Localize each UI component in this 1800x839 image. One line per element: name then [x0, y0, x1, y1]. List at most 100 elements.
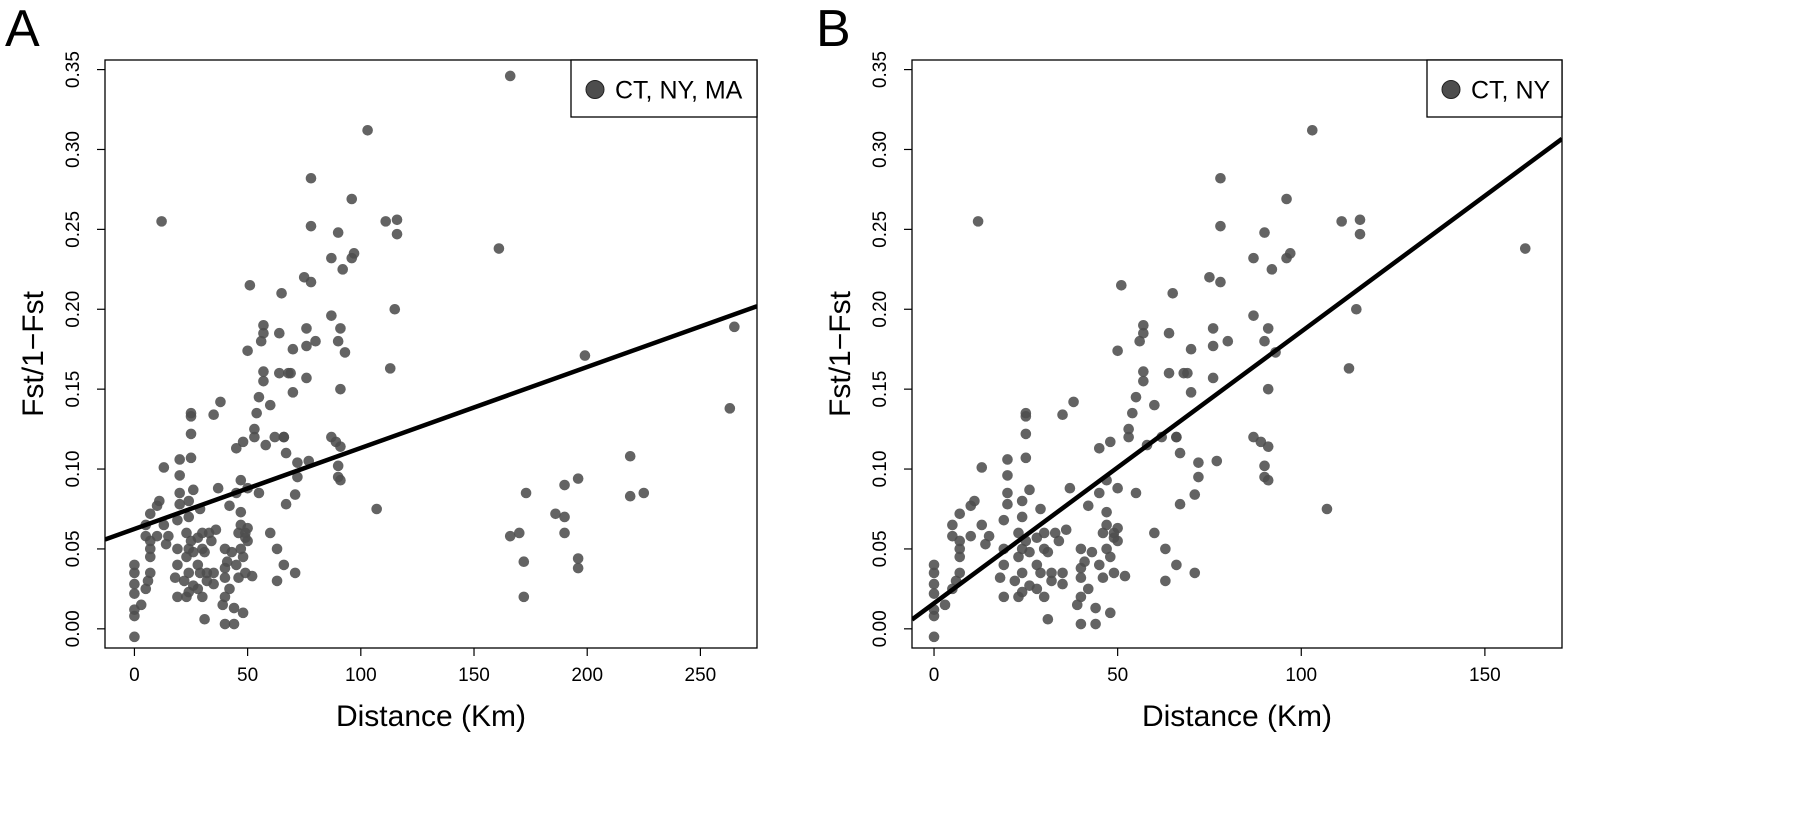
x-tick-label: 200 [571, 665, 603, 686]
chart-panel-b: B 0 50 100 150 0.00 0.05 0.10 0.15 0.20 0.25 0.30 0.… [816, 0, 1563, 733]
data-point [301, 340, 312, 352]
data-point [493, 243, 505, 254]
data-point [271, 575, 283, 587]
data-point [1127, 407, 1138, 419]
data-point [559, 527, 570, 539]
data-point [391, 214, 403, 226]
data-point [572, 553, 584, 564]
data-point [144, 508, 156, 520]
data-point [231, 559, 242, 571]
data-point [253, 487, 265, 499]
data-point [1354, 228, 1366, 240]
data-point [1035, 567, 1046, 579]
data-point [954, 567, 966, 579]
data-point [954, 508, 966, 520]
data-point [187, 484, 199, 496]
data-point [1097, 572, 1109, 583]
data-point [1123, 423, 1134, 435]
data-point [1112, 522, 1123, 534]
y-tick-label: 0.05 [63, 530, 84, 567]
data-point [1024, 484, 1035, 496]
data-point [954, 535, 966, 547]
data-point [242, 345, 253, 357]
data-point [1167, 287, 1179, 299]
data-point [144, 551, 156, 563]
data-point [976, 462, 988, 473]
data-point [217, 599, 229, 611]
data-point [1064, 482, 1076, 494]
data-point [1248, 310, 1259, 321]
data-point [199, 546, 210, 558]
data-point [339, 347, 351, 358]
data-point [969, 495, 980, 507]
data-point [1138, 366, 1149, 377]
data-point [129, 567, 140, 579]
data-point [226, 546, 238, 558]
data-point [1016, 495, 1028, 507]
data-point [208, 578, 219, 590]
data-point [174, 470, 186, 481]
data-point [1090, 602, 1101, 614]
data-point [1035, 503, 1046, 515]
data-point [305, 172, 317, 184]
plot-area [105, 70, 757, 643]
data-point [192, 583, 204, 595]
data-point [1020, 407, 1032, 419]
data-point [371, 503, 382, 515]
data-point [504, 530, 516, 542]
data-point [255, 335, 267, 347]
data-point [210, 524, 222, 536]
data-point [1024, 546, 1035, 558]
data-point [221, 556, 233, 568]
y-tick-label: 0.15 [870, 371, 891, 408]
data-point [518, 556, 530, 568]
data-point [1204, 272, 1215, 283]
data-point [332, 227, 344, 238]
data-point [1020, 428, 1032, 440]
data-point [1082, 500, 1094, 512]
data-point [289, 489, 301, 500]
data-point [1009, 575, 1021, 587]
data-point [518, 591, 530, 603]
data-point [998, 514, 1010, 526]
data-point [332, 335, 344, 347]
data-point [1086, 546, 1098, 558]
y-tick-label: 0.25 [63, 211, 84, 248]
data-point [928, 631, 940, 643]
data-point [1053, 535, 1065, 547]
legend: CT, NY, MA [570, 59, 758, 118]
y-tick-label: 0.30 [63, 131, 84, 168]
data-point [504, 70, 516, 82]
plot-frame [911, 59, 1563, 649]
data-point [199, 613, 210, 625]
data-point [169, 572, 181, 583]
y-axis-title: Fst/1−Fst [824, 290, 857, 417]
data-point [1215, 172, 1226, 184]
legend-marker [585, 80, 605, 99]
data-point [301, 323, 312, 334]
data-point [1093, 559, 1105, 571]
data-point [1108, 567, 1120, 579]
data-point [246, 570, 258, 582]
data-point [1351, 303, 1362, 315]
data-point [249, 431, 260, 443]
data-point [1160, 543, 1171, 555]
data-point [228, 618, 240, 630]
data-point [1002, 498, 1013, 510]
data-point [135, 599, 147, 611]
data-point [271, 543, 283, 555]
data-point [187, 546, 199, 558]
legend-marker [1441, 80, 1461, 99]
y-tick-label: 0.20 [63, 291, 84, 328]
data-point [1189, 567, 1201, 579]
data-point [305, 220, 317, 232]
plot-area [912, 125, 1562, 643]
data-point [151, 530, 163, 542]
y-tick-label: 0.10 [870, 451, 891, 488]
data-point [1057, 409, 1068, 421]
legend-label: CT, NY [1471, 77, 1551, 105]
data-point [1038, 527, 1050, 539]
data-point [1149, 399, 1160, 411]
data-point [335, 474, 346, 486]
data-point [1057, 578, 1068, 590]
